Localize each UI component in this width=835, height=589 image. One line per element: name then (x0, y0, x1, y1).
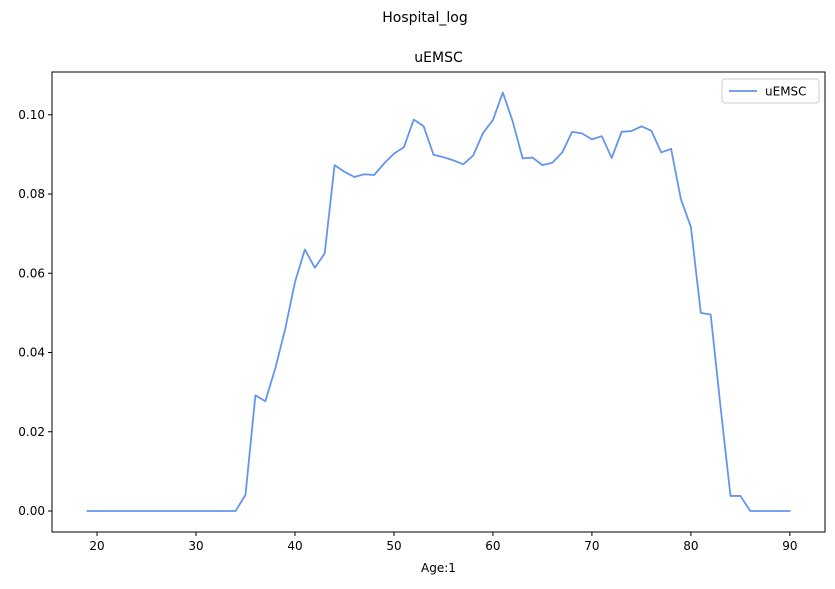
legend-label-uemsc: uEMSC (765, 85, 807, 99)
x-tick-label: 80 (683, 539, 698, 553)
figure-suptitle: Hospital_log (382, 10, 467, 26)
x-tick-label: 70 (584, 539, 599, 553)
x-tick-label: 40 (287, 539, 302, 553)
x-tick-label: 50 (386, 539, 401, 553)
legend: uEMSC (721, 78, 820, 104)
y-tick-label: 0.04 (18, 346, 45, 360)
axis-ticks: 20 30 40 50 60 70 80 90 0.00 0.02 0.04 0.06 0.08 0.10 (18, 108, 797, 553)
x-tick-label: 90 (782, 539, 797, 553)
chart-title: uEMSC (414, 50, 463, 66)
plot-frame (51, 71, 826, 533)
y-tick-label: 0.02 (18, 425, 45, 439)
legend-box (721, 78, 820, 104)
y-tick-label: 0.08 (18, 187, 45, 201)
x-tick-label: 30 (188, 539, 203, 553)
x-tick-label: 20 (89, 539, 104, 553)
y-tick-label: 0.10 (18, 108, 45, 122)
y-tick-label: 0.00 (18, 504, 45, 518)
series-line-uemsc (86, 91, 791, 512)
y-tick-label: 0.06 (18, 266, 45, 280)
x-tick-label: 60 (485, 539, 500, 553)
plot-layer (86, 91, 791, 512)
x-axis-label: Age:1 (421, 561, 456, 575)
